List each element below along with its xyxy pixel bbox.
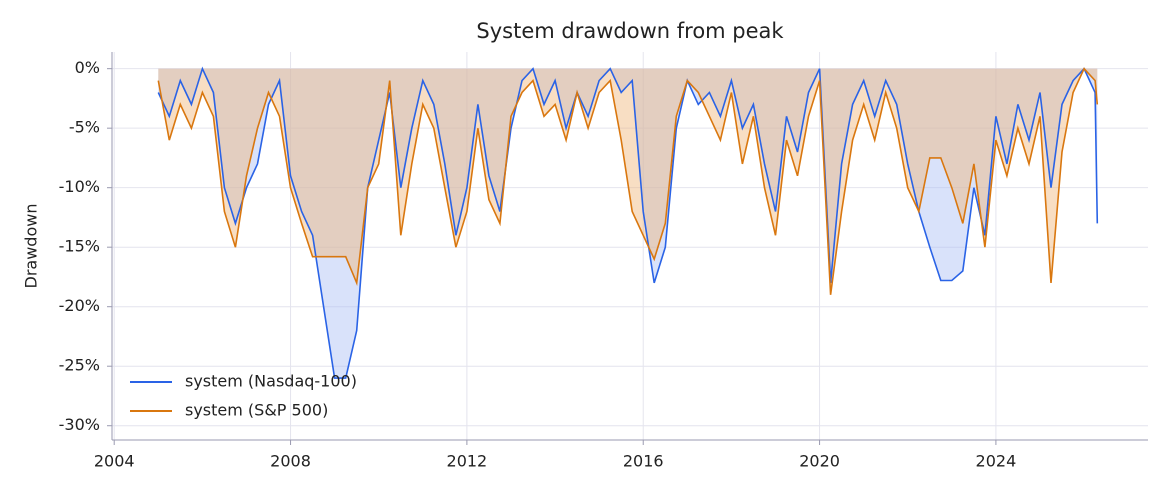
x-tick-label: 2016 [623,452,664,471]
y-tick-label: -5% [69,118,100,137]
x-tick-label: 2008 [270,452,311,471]
y-tick-label: -30% [59,415,100,434]
y-tick-label: -15% [59,237,100,256]
drawdown-line [157,67,1099,295]
y-tick-label: -10% [59,177,100,196]
x-tick-label: 2004 [94,452,135,471]
chart-title: System drawdown from peak [476,19,784,43]
legend-label: system (S&P 500) [185,401,328,420]
x-tick-label: 2020 [799,452,840,471]
legend-label: system (Nasdaq-100) [185,372,357,391]
y-tick-label: -20% [59,296,100,315]
drawdown-line [157,66,1099,379]
x-tick-label: 2024 [976,452,1017,471]
x-tick-label: 2012 [447,452,488,471]
drawdown-area [158,68,1098,379]
y-axis-label: Drawdown [22,204,41,289]
y-tick-label: -25% [59,356,100,375]
y-tick-label: 0% [75,58,100,77]
